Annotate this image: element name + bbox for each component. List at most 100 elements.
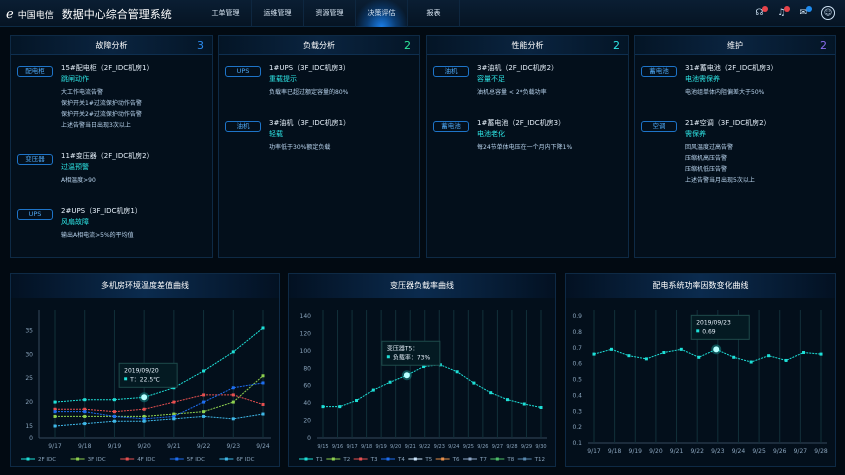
- data-point[interactable]: [202, 400, 206, 404]
- data-point[interactable]: [802, 351, 806, 355]
- legend-label[interactable]: T4: [397, 457, 405, 463]
- data-point[interactable]: [83, 398, 87, 402]
- data-point[interactable]: [231, 350, 235, 354]
- y-tick-label: 0.8: [572, 329, 582, 336]
- data-point[interactable]: [172, 414, 176, 418]
- data-point[interactable]: [338, 405, 342, 409]
- legend-label[interactable]: 6F IDC: [236, 457, 254, 463]
- alert-item[interactable]: 油机 3#油机（3F_IDC机房1） 轻载 功率低于30%额定负载: [219, 118, 419, 153]
- nav-tab[interactable]: 报表: [408, 0, 460, 27]
- data-point[interactable]: [142, 414, 146, 418]
- headset-icon[interactable]: ☊: [755, 6, 769, 18]
- data-point[interactable]: [627, 354, 631, 358]
- data-point[interactable]: [172, 400, 176, 404]
- legend-label[interactable]: T1: [315, 457, 323, 463]
- data-point[interactable]: [202, 393, 206, 397]
- data-point[interactable]: [662, 351, 666, 355]
- message-icon[interactable]: ✉: [799, 6, 812, 18]
- legend-label[interactable]: T7: [479, 457, 487, 463]
- data-point[interactable]: [438, 363, 442, 367]
- data-point[interactable]: [231, 417, 235, 421]
- data-point[interactable]: [522, 402, 526, 406]
- nav-tab[interactable]: 资源管理: [304, 0, 356, 27]
- data-point[interactable]: [455, 370, 459, 374]
- data-point[interactable]: [142, 419, 146, 423]
- legend-label[interactable]: T6: [452, 457, 460, 463]
- legend-label[interactable]: T12: [534, 457, 545, 463]
- data-point[interactable]: [749, 360, 753, 364]
- data-point[interactable]: [202, 414, 206, 418]
- data-point[interactable]: [767, 354, 771, 358]
- data-point[interactable]: [644, 357, 648, 361]
- legend-label[interactable]: T3: [370, 457, 378, 463]
- data-point[interactable]: [261, 374, 265, 378]
- data-point[interactable]: [83, 414, 87, 418]
- data-point[interactable]: [732, 355, 736, 359]
- data-point[interactable]: [697, 355, 701, 359]
- user-avatar-icon[interactable]: ☺: [821, 6, 835, 20]
- data-point[interactable]: [261, 326, 265, 330]
- data-point[interactable]: [784, 358, 788, 362]
- data-point[interactable]: [112, 414, 116, 418]
- alert-item[interactable]: 蓄电池 1#蓄电池（2F_IDC机房3） 电池老化 每24节单体电压在一个月内下降1%: [427, 118, 628, 153]
- data-point[interactable]: [679, 347, 683, 351]
- data-point[interactable]: [609, 347, 613, 351]
- data-point[interactable]: [172, 412, 176, 416]
- data-point[interactable]: [112, 419, 116, 423]
- legend-marker: [224, 457, 228, 461]
- data-point[interactable]: [261, 412, 265, 416]
- data-point[interactable]: [83, 407, 87, 411]
- data-point[interactable]: [112, 410, 116, 414]
- legend-label[interactable]: 5F IDC: [187, 457, 205, 463]
- data-point[interactable]: [53, 400, 57, 404]
- data-point[interactable]: [355, 399, 359, 403]
- data-point[interactable]: [53, 414, 57, 418]
- alert-item[interactable]: 油机 3#油机（2F_IDC机房2） 容量不足 油机总容量 < 2*负载功率: [427, 63, 628, 98]
- data-point[interactable]: [592, 352, 596, 356]
- data-point[interactable]: [261, 402, 265, 406]
- data-point[interactable]: [202, 369, 206, 373]
- nav-tab[interactable]: 决策评估: [356, 0, 408, 27]
- data-point[interactable]: [489, 391, 493, 395]
- data-point[interactable]: [261, 381, 265, 385]
- data-point[interactable]: [321, 405, 325, 409]
- series-line: [55, 382, 264, 420]
- data-point[interactable]: [202, 410, 206, 414]
- data-point[interactable]: [231, 386, 235, 390]
- data-point[interactable]: [83, 422, 87, 426]
- data-point[interactable]: [112, 398, 116, 402]
- legend-label[interactable]: 3F IDC: [88, 457, 106, 463]
- data-point[interactable]: [231, 393, 235, 397]
- legend-label[interactable]: T8: [506, 457, 514, 463]
- legend-label[interactable]: T5: [424, 457, 432, 463]
- data-point[interactable]: [172, 417, 176, 421]
- nav-tab[interactable]: 工单管理: [200, 0, 252, 27]
- alert-item[interactable]: UPS 2#UPS（3F_IDC机房1） 风扇故障 输出A相电流>5%的平均值: [11, 206, 212, 241]
- data-point[interactable]: [53, 424, 57, 428]
- alert-item[interactable]: 变压器 11#变压器（2F_IDC机房2） 过温预警 A相温度>90: [11, 151, 212, 186]
- alert-item[interactable]: 空调 21#空调（3F_IDC机房2） 需保养 回风温度过高告警 压缩机高压告警 压缩机低…: [635, 118, 835, 186]
- legend-label[interactable]: 2F IDC: [38, 457, 56, 463]
- data-point[interactable]: [539, 406, 543, 409]
- data-point[interactable]: [388, 380, 392, 384]
- device-name: 11#变压器（2F_IDC机房2）: [61, 152, 154, 160]
- alert-item[interactable]: UPS 1#UPS（3F_IDC机房3） 重载提示 负载率已超过额定容量的80%: [219, 63, 419, 98]
- data-point[interactable]: [371, 388, 375, 392]
- data-point[interactable]: [231, 400, 235, 404]
- data-point[interactable]: [53, 407, 57, 411]
- data-point[interactable]: [53, 410, 57, 414]
- data-point[interactable]: [142, 407, 146, 411]
- data-point[interactable]: [472, 381, 476, 385]
- data-point[interactable]: [83, 410, 87, 414]
- data-point[interactable]: [505, 398, 509, 402]
- alert-item[interactable]: 配电柜 15#配电柜（2F_IDC机房1） 跳闸动作 大工作电流告警 保护开关1#过流保…: [11, 63, 212, 131]
- x-tick-label: 9/26: [773, 448, 787, 455]
- data-point[interactable]: [819, 352, 823, 356]
- legend-label[interactable]: 4F IDC: [137, 457, 155, 463]
- data-point[interactable]: [422, 365, 426, 369]
- data-point[interactable]: [142, 417, 146, 421]
- legend-label[interactable]: T2: [342, 457, 350, 463]
- alert-item[interactable]: 蓄电池 31#蓄电池（2F_IDC机房3） 电池需保养 电池组单体内阻偏差大于50%: [635, 63, 835, 98]
- bell-icon[interactable]: ♫: [777, 6, 791, 18]
- nav-tab[interactable]: 运维管理: [252, 0, 304, 27]
